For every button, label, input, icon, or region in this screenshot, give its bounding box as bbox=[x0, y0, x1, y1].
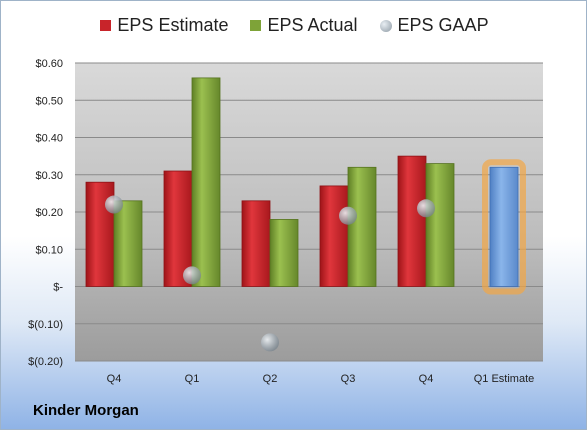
y-tick-label: $0.10 bbox=[35, 244, 63, 256]
eps-actual-bar bbox=[191, 77, 221, 287]
y-tick-label: $- bbox=[53, 282, 63, 294]
y-tick-label: $(0.10) bbox=[28, 319, 63, 331]
legend-label-actual: EPS Actual bbox=[267, 15, 358, 35]
x-tick-label: Q2 bbox=[263, 373, 278, 385]
eps-estimate-bar bbox=[397, 155, 427, 287]
eps-estimate-bar bbox=[319, 185, 349, 287]
actual-swatch-icon bbox=[250, 20, 262, 31]
x-tick-label: Q1 Estimate bbox=[474, 373, 535, 385]
estimate-swatch-icon bbox=[100, 20, 112, 31]
x-tick-label: Q1 bbox=[185, 373, 200, 385]
y-tick-label: $0.50 bbox=[35, 95, 63, 107]
legend-label-gaap: EPS GAAP bbox=[397, 15, 489, 35]
eps-gaap-marker bbox=[105, 195, 123, 214]
legend-item-gaap: EPS GAAP bbox=[379, 15, 489, 36]
company-name: Kinder Morgan bbox=[33, 402, 139, 419]
x-tick-label: Q4 bbox=[107, 373, 122, 385]
y-tick-label: $(0.20) bbox=[28, 356, 63, 368]
eps-actual-bar bbox=[113, 200, 143, 287]
eps-gaap-marker bbox=[339, 206, 357, 225]
y-tick-label: $0.40 bbox=[35, 133, 63, 145]
y-tick-label: $0.60 bbox=[35, 58, 63, 70]
legend-item-estimate: EPS Estimate bbox=[100, 15, 228, 36]
eps-actual-bar bbox=[347, 166, 377, 287]
eps-estimate-bar bbox=[241, 200, 271, 287]
legend: EPS Estimate EPS Actual EPS GAAP bbox=[1, 15, 587, 36]
eps-gaap-marker bbox=[183, 266, 201, 285]
legend-label-estimate: EPS Estimate bbox=[117, 15, 229, 35]
x-tick-label: Q4 bbox=[419, 373, 434, 385]
legend-item-actual: EPS Actual bbox=[250, 15, 358, 36]
eps-estimate-bar bbox=[163, 170, 193, 287]
y-tick-label: $0.20 bbox=[35, 207, 63, 219]
x-tick-label: Q3 bbox=[341, 373, 356, 385]
eps-gaap-marker bbox=[417, 199, 435, 218]
eps-gaap-marker bbox=[261, 333, 279, 352]
eps-actual-bar bbox=[269, 219, 299, 287]
y-tick-label: $0.30 bbox=[35, 170, 63, 182]
gaap-marker-icon bbox=[379, 19, 392, 32]
eps-forecast-bar bbox=[489, 166, 519, 287]
forecast-highlight bbox=[482, 159, 526, 295]
eps-actual-bar bbox=[425, 163, 455, 287]
